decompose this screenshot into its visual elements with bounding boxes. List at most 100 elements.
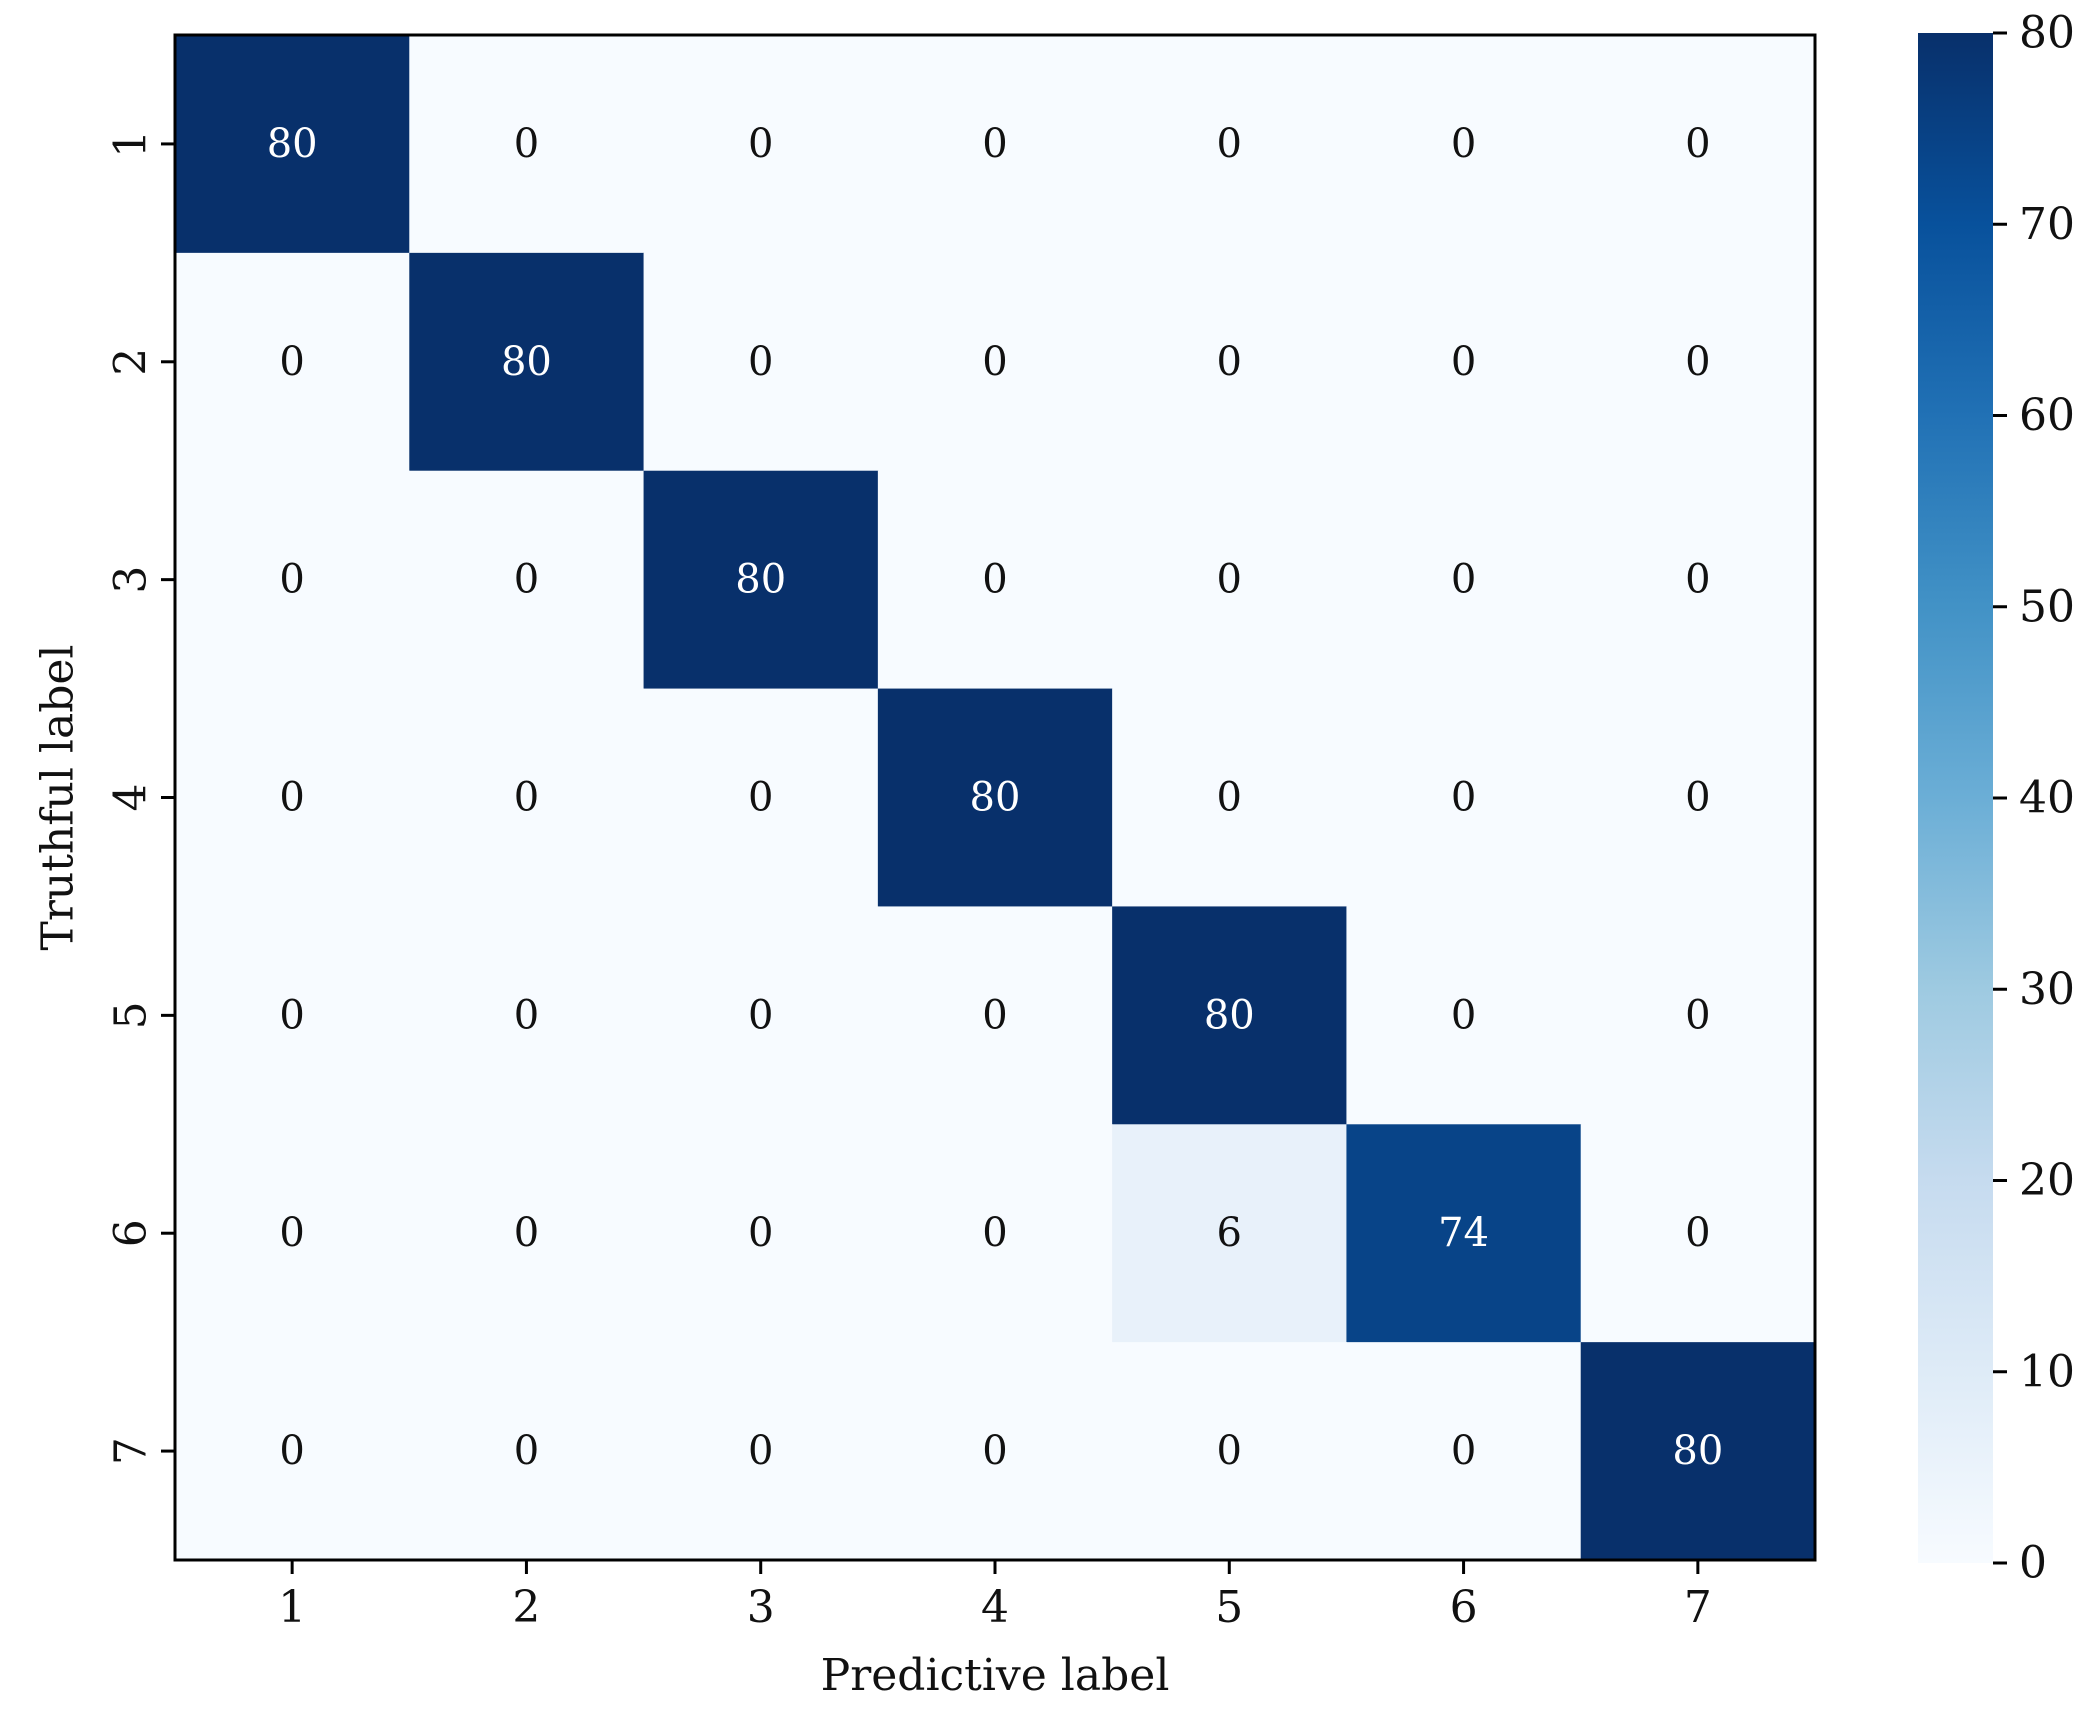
cell-value-label: 0: [1217, 121, 1242, 167]
cell-value-label: 0: [982, 1210, 1007, 1256]
heatmap-cell: [175, 470, 410, 690]
heatmap-cell: [1580, 1342, 1816, 1561]
cell-value-label: 0: [514, 121, 539, 167]
cell-value-label: 0: [1685, 557, 1710, 603]
heatmap-cell: [877, 252, 1113, 472]
heatmap-cell: [1346, 1124, 1582, 1343]
heatmap-cell: [409, 688, 645, 907]
heatmap-cell: [409, 1342, 645, 1561]
colorbar-tick-label: 20: [2019, 1155, 2075, 1206]
y-tick-label: 6: [106, 1219, 157, 1247]
heatmap-cell: [1112, 252, 1347, 472]
cell-value-label: 0: [1451, 557, 1476, 603]
x-tick-label: 7: [1684, 1582, 1712, 1633]
heatmap-cell: [1112, 1342, 1347, 1561]
cell-value-label: 0: [514, 1428, 539, 1474]
cell-value-label: 0: [1451, 992, 1476, 1038]
heatmap-cell: [877, 1342, 1113, 1561]
x-axis-ticks: 1 2 3 4 5 6 7: [278, 1560, 1712, 1633]
x-tick-label: 2: [512, 1582, 540, 1633]
cell-value-label: 0: [279, 1210, 304, 1256]
y-tick-label: 3: [106, 566, 157, 594]
cell-value-label: 0: [748, 775, 773, 821]
heatmap-cell: [1112, 906, 1347, 1125]
heatmap-cell: [877, 470, 1113, 690]
colorbar-tick-label: 30: [2019, 964, 2075, 1015]
cell-value-label: 0: [748, 339, 773, 385]
heatmap-cell: [1346, 1342, 1582, 1561]
heatmap-cell: [1112, 470, 1347, 690]
heatmap-cell: [1580, 906, 1816, 1125]
heatmap-cell: [1580, 470, 1816, 690]
heatmap-cell: [877, 688, 1113, 907]
cell-value-labels: 80 0 0 0 0 0 0 0 80 0 0 0 0 0 0 0 80 0 0 0 0 0 0 0 80 0 0 0 0 0 0 0 80 0 0…: [267, 121, 1724, 1474]
heatmap-cell: [877, 35, 1113, 254]
cell-value-label: 0: [1217, 775, 1242, 821]
heatmap-cell: [409, 906, 645, 1125]
cell-value-label: 0: [1685, 339, 1710, 385]
cell-value-label: 0: [279, 775, 304, 821]
heatmap-cell: [643, 688, 879, 907]
heatmap-cell: [643, 1124, 879, 1343]
heatmap-cell: [877, 1124, 1113, 1343]
heatmap-cell: [1580, 35, 1816, 254]
cell-value-label: 0: [1685, 121, 1710, 167]
heatmap-cell: [409, 35, 645, 254]
cell-value-label: 0: [1217, 1428, 1242, 1474]
cell-value-label: 0: [1217, 557, 1242, 603]
heatmap-cell: [1580, 252, 1816, 472]
colorbar-tick-label: 80: [2019, 8, 2075, 59]
heatmap-cell: [643, 252, 879, 472]
heatmap-cell: [877, 906, 1113, 1125]
x-tick-label: 1: [278, 1582, 306, 1633]
heatmap-cell: [1346, 906, 1582, 1125]
y-axis-ticks: 1 2 3 4 5 6 7: [106, 130, 175, 1465]
cell-value-label: 0: [514, 1210, 539, 1256]
cell-value-label: 0: [1451, 1428, 1476, 1474]
heatmap-cell: [1580, 1124, 1816, 1343]
y-tick-label: 1: [106, 130, 157, 158]
cell-value-label: 0: [514, 557, 539, 603]
heatmap-cell: [1112, 688, 1347, 907]
x-tick-label: 5: [1215, 1582, 1243, 1633]
cell-value-label: 80: [1204, 992, 1255, 1038]
heatmap-cell: [1346, 252, 1582, 472]
heatmap-cell: [643, 906, 879, 1125]
heatmap-cell: [1346, 688, 1582, 907]
cell-value-label: 0: [748, 121, 773, 167]
cell-value-label: 80: [501, 339, 552, 385]
heatmap-cell: [409, 1124, 645, 1343]
cell-value-label: 74: [1438, 1210, 1489, 1256]
heatmap-cell: [643, 1342, 879, 1561]
cell-value-label: 0: [748, 1428, 773, 1474]
colorbar-tick-label: 0: [2019, 1538, 2047, 1589]
colorbar-tick-label: 60: [2019, 390, 2075, 441]
cell-value-label: 0: [1451, 775, 1476, 821]
x-axis-title: Predictive label: [821, 1650, 1170, 1701]
cell-value-label: 0: [279, 339, 304, 385]
y-tick-label: 5: [106, 1001, 157, 1029]
colorbar-tick-label: 50: [2019, 581, 2075, 632]
cell-value-label: 0: [1685, 992, 1710, 1038]
heatmap-cell: [409, 252, 645, 472]
heatmap-cell: [1346, 35, 1582, 254]
heatmap-cell: [1112, 1124, 1347, 1343]
cell-value-label: 0: [279, 1428, 304, 1474]
heatmap-cell: [175, 1342, 410, 1561]
cell-value-label: 0: [279, 557, 304, 603]
cell-value-label: 0: [748, 992, 773, 1038]
heatmap-cell: [175, 906, 410, 1125]
cell-value-label: 0: [1451, 339, 1476, 385]
colorbar-ticks: 0 10 20 30 40 50 60 70 80: [1993, 8, 2075, 1589]
colorbar: [1918, 33, 1993, 1563]
heatmap-cell: [175, 688, 410, 907]
heatmap-cell: [643, 35, 879, 254]
y-tick-label: 2: [106, 348, 157, 376]
cell-value-label: 0: [1451, 121, 1476, 167]
cell-value-label: 0: [514, 992, 539, 1038]
cell-value-label: 6: [1217, 1210, 1242, 1256]
cell-value-label: 80: [735, 557, 786, 603]
x-tick-label: 3: [747, 1582, 775, 1633]
heatmap-cell: [175, 1124, 410, 1343]
